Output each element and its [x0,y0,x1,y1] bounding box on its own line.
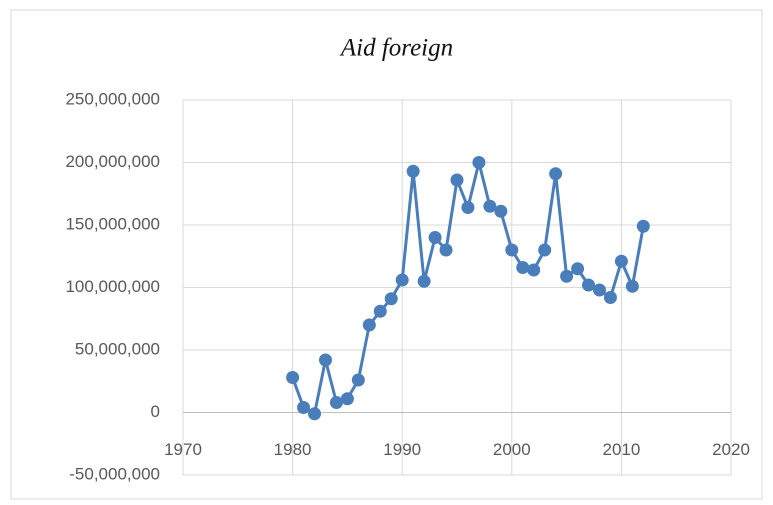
data-point [417,274,431,288]
data-point [560,269,574,283]
y-tick-label: -50,000,000 [69,464,160,483]
data-point [461,201,475,214]
data-point [318,353,332,367]
data-point [373,304,387,318]
x-tick-label: 2020 [712,440,750,459]
y-tick-label: 150,000,000 [65,214,160,233]
chart-border [10,9,763,500]
data-point [439,243,453,257]
data-point [483,199,497,213]
chart-title: Aid foreign [339,35,453,62]
data-point [297,401,311,414]
y-tick-label: 0 [151,402,160,421]
y-tick-label: 250,000,000 [65,89,160,108]
data-point [527,263,541,277]
data-point [329,396,343,409]
data-point [505,243,519,257]
data-point [428,231,442,244]
data-point [450,173,464,187]
x-tick-label: 2000 [493,440,531,459]
data-point [603,291,617,304]
data-point [571,262,585,276]
data-point [549,167,563,181]
data-point [362,318,376,332]
data-point [395,273,409,287]
data-point [340,392,354,406]
data-point [582,278,596,292]
data-point [384,292,398,306]
data-point [516,261,530,274]
data-point [351,373,365,387]
x-tick-label: 2010 [602,440,640,459]
data-point [538,243,552,257]
x-tick-label: 1980 [274,440,312,459]
data-point [472,156,486,169]
y-tick-label: 50,000,000 [75,339,160,358]
data-point [286,371,300,384]
y-tick-label: 100,000,000 [65,277,160,296]
data-point [406,164,420,178]
data-point [614,254,628,268]
x-tick-label: 1990 [383,440,421,459]
y-tick-label: 200,000,000 [65,152,160,171]
data-point [636,219,650,233]
x-tick-label: 1970 [164,440,202,459]
data-point [308,407,322,421]
data-point [494,204,508,218]
data-point [625,279,639,293]
data-point [592,283,606,297]
